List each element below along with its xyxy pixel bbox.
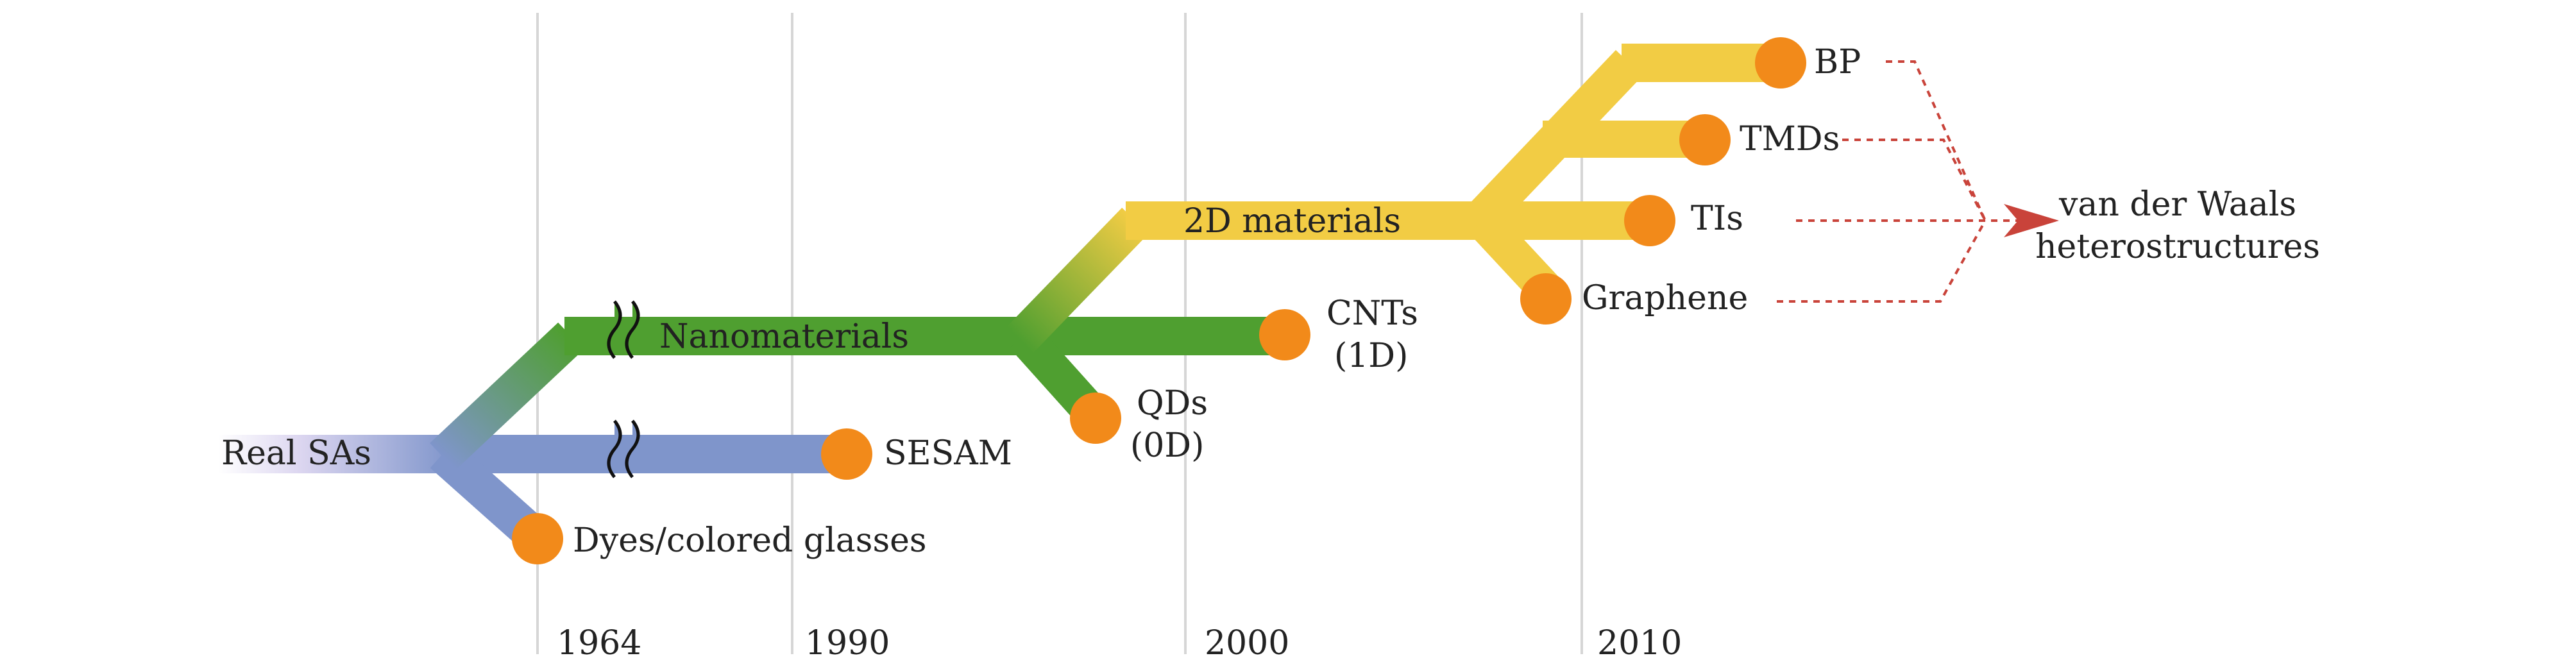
break-mark-nano [607,300,640,359]
label-dyes: Dyes/colored glasses [573,521,927,560]
label-nanomaterials: Nanomaterials [659,317,909,356]
label-vdw-2: heterostructures [2035,228,2320,266]
year-2010: 2010 [1597,624,1682,663]
label-vdw-1: van der Waals [2058,185,2296,224]
label-cnts-2: (1D) [1334,337,1408,375]
label-bp: BP [1814,43,1861,81]
node-bp [1755,37,1806,89]
node-sesam [821,428,872,480]
node-graphene [1520,273,1572,325]
node-dyes [512,513,563,564]
label-real-sas: Real SAs [221,434,371,473]
label-graphene: Graphene [1582,279,1748,317]
twod-rise [1006,207,1149,353]
label-qds-2: (0D) [1130,426,1204,465]
label-tmds: TMDs [1740,120,1840,158]
node-tmds [1679,114,1731,165]
year-1990: 1990 [805,624,890,663]
connector-tmds [1842,139,1987,221]
break-mark-sesam [607,419,640,478]
result-arrow-icon [2004,204,2059,237]
twod-branch [1126,201,1652,240]
nano-branch [564,317,1286,355]
root-stem [218,435,452,473]
label-qds-1: QDs [1137,384,1208,423]
label-2d-materials: 2D materials [1183,202,1401,241]
year-1964: 1964 [557,624,641,663]
sesam-branch [449,435,853,473]
label-cnts-1: CNTs [1326,294,1418,333]
nano-rise [430,322,584,471]
connector-bp [1886,60,1987,221]
node-cnts [1259,309,1310,360]
connector-graphene [1777,220,1987,303]
label-tis: TIs [1691,199,1743,238]
year-2000: 2000 [1205,624,1289,663]
node-qds [1070,393,1121,444]
label-sesam: SESAM [884,434,1012,473]
node-tis [1624,195,1675,246]
